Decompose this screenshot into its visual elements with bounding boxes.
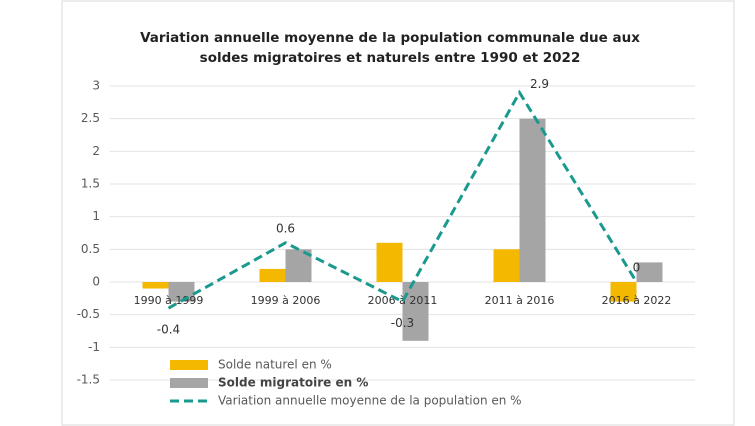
y-tick-label: 1.5: [81, 177, 100, 191]
bar: [610, 282, 637, 302]
chart-title: Variation annuelle moyenne de la populat…: [140, 30, 640, 46]
y-tick-label: 0.5: [81, 242, 100, 256]
legend-label: Solde migratoire en %: [218, 376, 368, 390]
y-tick-label: 3: [92, 79, 100, 93]
data-label: 0: [633, 261, 641, 275]
bar: [636, 262, 663, 282]
x-tick-label: 2011 à 2016: [485, 294, 555, 307]
y-tick-label: 1: [92, 209, 100, 223]
bar: [519, 118, 546, 283]
data-label: -0.3: [391, 316, 414, 330]
legend-label: Variation annuelle moyenne de la populat…: [218, 394, 522, 408]
bar: [402, 282, 429, 341]
chart-frame: [61, 0, 735, 426]
y-tick-label: 2: [92, 144, 100, 158]
data-label: 2.9: [530, 77, 549, 91]
bar: [259, 268, 286, 282]
x-tick-label: 1990 à 1999: [134, 294, 204, 307]
bar: [142, 282, 169, 289]
line: [167, 89, 638, 310]
y-tick-label: 0: [92, 275, 100, 289]
y-tick-label: -1: [88, 340, 100, 354]
legend-swatch: [170, 378, 208, 388]
x-tick-label: 2016 à 2022: [602, 294, 672, 307]
chart-subtitle: soldes migratoires et naturels entre 199…: [200, 50, 581, 66]
y-tick-label: -0.5: [77, 307, 100, 321]
data-label: -0.4: [157, 323, 180, 337]
bar: [493, 249, 520, 282]
y-tick-label: 2.5: [81, 111, 100, 125]
x-tick-label: 2006 à 2011: [368, 294, 438, 307]
x-tick-label: 1999 à 2006: [251, 294, 321, 307]
y-tick-label: -1.5: [77, 373, 100, 387]
legend-label: Solde naturel en %: [218, 358, 332, 372]
legend-swatch: [170, 360, 208, 370]
bar: [376, 242, 403, 282]
data-label: 0.6: [276, 221, 295, 235]
